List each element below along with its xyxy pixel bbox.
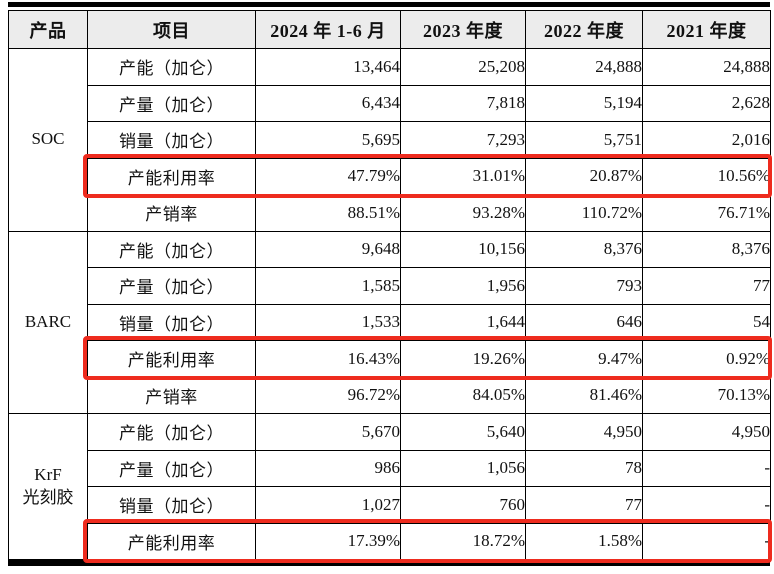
table-row: 销量（加仑） 1,533 1,644 646 54: [9, 303, 771, 341]
value-cell: 18.72%: [400, 522, 526, 560]
value-cell: 84.05%: [400, 376, 526, 414]
value-cell: 4,950: [525, 413, 643, 451]
value-cell: 1,027: [255, 486, 401, 524]
item-cell: 销量（加仑）: [87, 486, 256, 524]
column-header-product: 产品: [8, 10, 88, 49]
value-cell: 7,818: [400, 84, 526, 122]
table-row-highlighted: 产能利用率 47.79% 31.01% 20.87% 10.56%: [9, 157, 771, 195]
value-cell: 19.26%: [400, 340, 526, 378]
table-row: 产量（加仑） 1,585 1,956 793 77: [9, 267, 771, 305]
item-cell: 产能（加仑）: [87, 230, 256, 268]
value-cell: -: [642, 449, 771, 487]
value-cell: 5,194: [525, 84, 643, 122]
header-row: 产品 项目 2024 年 1-6 月 2023 年度 2022 年度 2021 …: [8, 10, 771, 49]
value-cell: 13,464: [255, 48, 401, 86]
item-cell: 产量（加仑）: [87, 267, 256, 305]
value-cell: 70.13%: [642, 376, 771, 414]
value-cell: 8,376: [525, 230, 643, 268]
value-cell: 1.58%: [525, 522, 643, 560]
table-row: SOC 产能（加仑） 13,464 25,208 24,888 24,888: [8, 48, 771, 232]
value-cell: 78: [525, 449, 643, 487]
product-cell-barc: BARC: [8, 230, 88, 414]
value-cell: -: [642, 522, 771, 560]
value-cell: 77: [525, 486, 643, 524]
value-cell: 24,888: [642, 48, 771, 86]
value-cell: 1,956: [400, 267, 526, 305]
value-cell: 81.46%: [525, 376, 643, 414]
value-cell: 4,950: [642, 413, 771, 451]
value-cell: 5,751: [525, 121, 643, 159]
value-cell: 25,208: [400, 48, 526, 86]
table-row: KrF 光刻胶 产能（加仑） 5,670 5,640 4,950 4,950: [8, 413, 771, 560]
value-cell: 76.71%: [642, 194, 771, 232]
item-cell: 销量（加仑）: [87, 121, 256, 159]
value-cell: 760: [400, 486, 526, 524]
item-cell: 产能（加仑）: [87, 48, 256, 86]
value-cell: 88.51%: [255, 194, 401, 232]
item-cell: 产能利用率: [87, 157, 256, 195]
value-cell: 1,585: [255, 267, 401, 305]
product-cell-krf: KrF 光刻胶: [8, 413, 88, 560]
capacity-table-wrap: 产品 项目 2024 年 1-6 月 2023 年度 2022 年度 2021 …: [8, 2, 771, 566]
value-cell: 2,016: [642, 121, 771, 159]
column-header-2021: 2021 年度: [642, 10, 771, 49]
value-cell: 93.28%: [400, 194, 526, 232]
value-cell: 96.72%: [255, 376, 401, 414]
value-cell: 24,888: [525, 48, 643, 86]
value-cell: 110.72%: [525, 194, 643, 232]
value-cell: 0.92%: [642, 340, 771, 378]
value-cell: 31.01%: [400, 157, 526, 195]
item-cell: 产销率: [87, 194, 256, 232]
value-cell: 16.43%: [255, 340, 401, 378]
value-cell: 9.47%: [525, 340, 643, 378]
value-cell: 646: [525, 303, 643, 341]
item-cell: 产量（加仑）: [87, 84, 256, 122]
item-cell: 销量（加仑）: [87, 303, 256, 341]
table-row: 产量（加仑） 6,434 7,818 5,194 2,628: [9, 84, 771, 122]
value-cell: 7,293: [400, 121, 526, 159]
table-row: 产销率 96.72% 84.05% 81.46% 70.13%: [9, 376, 771, 414]
value-cell: -: [642, 486, 771, 524]
table-row-highlighted: 产能利用率 16.43% 19.26% 9.47% 0.92%: [9, 340, 771, 378]
table-row: BARC 产能（加仑） 9,648 10,156 8,376 8,376: [8, 230, 771, 414]
value-cell: 10,156: [400, 230, 526, 268]
product-cell-soc: SOC: [8, 48, 88, 232]
value-cell: 54: [642, 303, 771, 341]
value-cell: 1,644: [400, 303, 526, 341]
value-cell: 5,695: [255, 121, 401, 159]
column-header-2024h1: 2024 年 1-6 月: [255, 10, 401, 49]
item-cell: 产能利用率: [87, 340, 256, 378]
value-cell: 1,056: [400, 449, 526, 487]
value-cell: 986: [255, 449, 401, 487]
value-cell: 5,670: [255, 413, 401, 451]
table-row: 销量（加仑） 1,027 760 77 -: [9, 486, 771, 524]
value-cell: 6,434: [255, 84, 401, 122]
item-cell: 产能（加仑）: [87, 413, 256, 451]
item-cell: 产量（加仑）: [87, 449, 256, 487]
table-row: 产量（加仑） 986 1,056 78 -: [9, 449, 771, 487]
value-cell: 8,376: [642, 230, 771, 268]
value-cell: 5,640: [400, 413, 526, 451]
table-top-thick-border: [8, 2, 770, 7]
value-cell: 20.87%: [525, 157, 643, 195]
value-cell: 10.56%: [642, 157, 771, 195]
table-row-highlighted: 产能利用率 17.39% 18.72% 1.58% -: [9, 522, 771, 560]
capacity-utilization-table: 产品 项目 2024 年 1-6 月 2023 年度 2022 年度 2021 …: [8, 10, 771, 560]
item-cell: 产能利用率: [87, 522, 256, 560]
column-header-2023: 2023 年度: [400, 10, 526, 49]
table-row: 销量（加仑） 5,695 7,293 5,751 2,016: [9, 121, 771, 159]
value-cell: 17.39%: [255, 522, 401, 560]
value-cell: 2,628: [642, 84, 771, 122]
column-header-item: 项目: [87, 10, 256, 49]
item-cell: 产销率: [87, 376, 256, 414]
column-header-2022: 2022 年度: [525, 10, 643, 49]
value-cell: 77: [642, 267, 771, 305]
value-cell: 9,648: [255, 230, 401, 268]
value-cell: 793: [525, 267, 643, 305]
value-cell: 47.79%: [255, 157, 401, 195]
table-row: 产销率 88.51% 93.28% 110.72% 76.71%: [9, 194, 771, 232]
value-cell: 1,533: [255, 303, 401, 341]
table-bottom-thick-border: [8, 560, 770, 566]
